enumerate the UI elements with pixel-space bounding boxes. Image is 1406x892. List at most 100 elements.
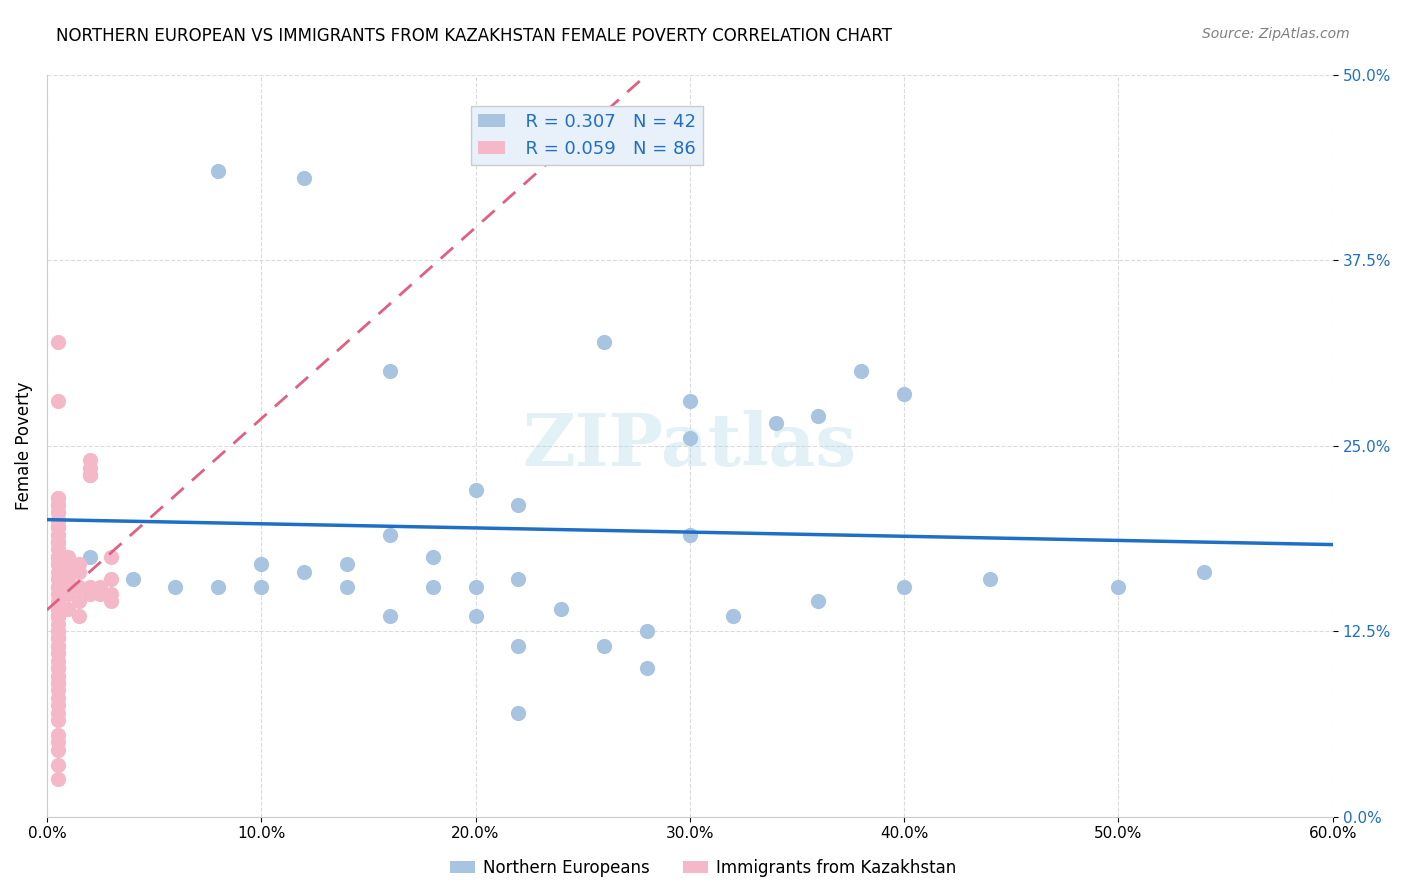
Point [508,639,530,653]
Point [67,565,90,579]
Point [46,624,69,638]
Point [46,683,69,698]
Point [79,468,101,483]
Y-axis label: Female Poverty: Female Poverty [15,382,32,509]
Point [46,743,69,757]
Point [46,558,69,572]
Point [46,728,69,742]
Point [46,334,69,349]
Text: ZIPatlas: ZIPatlas [523,410,856,481]
Point [79,453,101,467]
Point [46,542,69,557]
Point [765,417,787,431]
Point [46,520,69,534]
Point [207,164,229,178]
Point [46,394,69,409]
Point [46,713,69,727]
Point [46,609,69,624]
Point [46,735,69,749]
Point [464,609,486,624]
Point [46,549,69,564]
Text: Source: ZipAtlas.com: Source: ZipAtlas.com [1202,27,1350,41]
Point [636,624,658,638]
Point [58,572,80,586]
Point [679,394,702,409]
Point [636,661,658,675]
Point [46,594,69,608]
Point [46,632,69,646]
Point [46,549,69,564]
Point [46,572,69,586]
Point [46,668,69,682]
Point [165,580,187,594]
Point [46,661,69,675]
Point [100,572,122,586]
Point [58,549,80,564]
Point [721,609,744,624]
Point [46,616,69,631]
Point [100,549,122,564]
Point [46,654,69,668]
Point [378,364,401,378]
Point [893,580,915,594]
Point [79,587,101,601]
Point [464,580,486,594]
Point [46,676,69,690]
Point [58,558,80,572]
Point [1192,565,1215,579]
Point [593,334,616,349]
Point [1107,580,1129,594]
Point [336,558,359,572]
Point [378,527,401,541]
Point [46,513,69,527]
Point [46,580,69,594]
Point [58,587,80,601]
Point [46,602,69,616]
Point [679,431,702,445]
Point [851,364,873,378]
Point [807,594,830,608]
Point [893,386,915,401]
Point [100,587,122,601]
Point [422,549,444,564]
Point [67,609,90,624]
Point [46,609,69,624]
Point [46,520,69,534]
Point [508,572,530,586]
Point [378,609,401,624]
Point [508,706,530,720]
Point [46,580,69,594]
Point [422,580,444,594]
Point [67,558,90,572]
Point [46,513,69,527]
Point [464,483,486,497]
Point [508,498,530,512]
Point [100,594,122,608]
Point [46,668,69,682]
Point [807,409,830,423]
Point [46,676,69,690]
Point [58,580,80,594]
Point [593,639,616,653]
Point [46,624,69,638]
Point [46,706,69,720]
Point [292,171,315,186]
Point [58,565,80,579]
Point [46,639,69,653]
Legend:   R = 0.307   N = 42,   R = 0.059   N = 86: R = 0.307 N = 42, R = 0.059 N = 86 [471,106,703,165]
Point [46,535,69,549]
Point [46,491,69,505]
Point [79,460,101,475]
Point [46,527,69,541]
Point [67,580,90,594]
Point [79,580,101,594]
Point [550,602,572,616]
Point [46,757,69,772]
Point [46,602,69,616]
Point [46,772,69,787]
Point [79,468,101,483]
Point [79,549,101,564]
Point [207,580,229,594]
Point [46,639,69,653]
Point [46,535,69,549]
